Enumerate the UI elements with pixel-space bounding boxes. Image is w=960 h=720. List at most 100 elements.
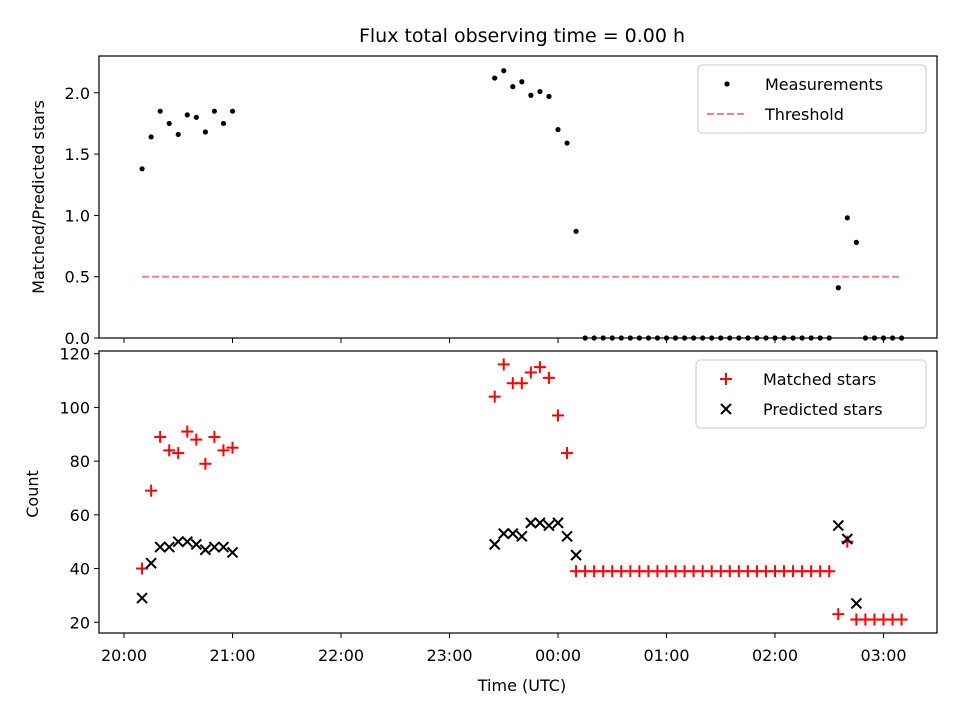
measurement-point — [148, 134, 154, 140]
matched-star-point — [163, 444, 176, 457]
measurement-point — [645, 335, 652, 341]
panel-count-x-ticks: 20:00 21:00 22:00 23:00 00:00 01:00 02:00 03:00 — [101, 633, 907, 665]
panel-ratio-marks — [139, 68, 905, 341]
predicted-star-point — [136, 592, 148, 604]
measurement-point — [718, 335, 724, 341]
panel-ratio-legend: Measurements Threshold — [697, 64, 927, 134]
measurement-point — [871, 335, 878, 341]
matched-star-point — [488, 390, 501, 403]
measurement-point — [211, 108, 218, 114]
measurement-point — [700, 335, 706, 341]
y-tick-label: 0.0 — [65, 329, 90, 348]
measurement-point — [691, 335, 697, 341]
panel-count-marks — [136, 358, 908, 626]
matched-star-point — [524, 366, 537, 379]
chart-title: Flux total observing time = 0.00 h — [359, 25, 685, 47]
x-tick-label: 03:00 — [860, 646, 906, 665]
measurement-point — [582, 335, 588, 341]
measurement-point — [681, 335, 688, 341]
x-tick-label: 22:00 — [318, 646, 364, 665]
matched-star-point — [515, 377, 528, 390]
matched-star-point — [154, 430, 167, 443]
y-tick-label: 40 — [70, 560, 90, 579]
measurement-point — [853, 239, 859, 245]
panel-ratio: 0.00.51.01.52.0 Matched/Predicted stars … — [29, 55, 938, 348]
measurement-point — [510, 84, 516, 90]
measurement-point — [600, 335, 606, 341]
measurement-point — [573, 228, 579, 234]
measurement-point — [627, 335, 633, 341]
predicted-star-point — [154, 541, 166, 553]
matched-star-point — [497, 358, 510, 371]
predicted-star-point — [208, 541, 221, 553]
panel-ratio-y-ticks: 0.0 0.5 1.0 1.5 2.0 — [65, 84, 99, 348]
x-tick-label: 00:00 — [535, 646, 581, 665]
matched-star-point — [190, 433, 203, 446]
legend-marker-matched-stars — [720, 373, 732, 385]
predicted-star-point — [516, 530, 528, 543]
matched-star-point — [533, 361, 546, 374]
y-tick-label: 60 — [70, 506, 90, 525]
measurement-point — [193, 114, 199, 120]
matched-star-point — [217, 444, 230, 457]
measurement-point — [844, 215, 850, 221]
panel-ratio-y-label: Matched/Predicted stars — [29, 100, 48, 294]
predicted-star-point — [534, 517, 546, 529]
predicted-star-point — [850, 597, 863, 610]
measurement-point — [519, 79, 525, 85]
measurement-point — [564, 140, 570, 146]
measurement-point — [763, 335, 769, 341]
x-tick-label: 21:00 — [209, 646, 255, 665]
predicted-star-point — [832, 519, 844, 532]
measurement-point — [754, 335, 760, 341]
panel-ratio-x-ticks — [123, 338, 884, 343]
measurement-point — [157, 108, 163, 114]
y-tick-label: 1.5 — [65, 145, 90, 164]
measurement-point — [202, 129, 208, 135]
measurement-point — [229, 108, 236, 114]
panel-count-y-label: Count — [23, 470, 42, 518]
legend-box — [695, 359, 927, 429]
predicted-star-point — [498, 527, 510, 540]
predicted-star-point — [199, 544, 212, 556]
y-tick-label: 20 — [70, 613, 90, 632]
predicted-star-point — [226, 546, 239, 559]
measurement-point — [672, 335, 679, 341]
legend-box — [697, 64, 927, 134]
measurement-point — [736, 335, 742, 341]
legend-marker-predicted-stars — [720, 403, 732, 415]
measurement-point — [184, 112, 190, 118]
measurement-point — [501, 68, 507, 74]
matched-star-point — [226, 441, 239, 454]
panel-count: 20 40 60 80 100 120 20:00 21:00 22:00 23:00 00:00… — [23, 345, 938, 695]
predicted-star-point — [552, 517, 564, 529]
measurement-point — [654, 335, 661, 341]
predicted-star-point — [190, 538, 203, 551]
measurement-point — [880, 335, 887, 341]
measurement-point — [898, 335, 905, 341]
measurement-point — [537, 88, 543, 95]
matched-star-point — [832, 608, 845, 621]
matched-star-point — [552, 409, 564, 422]
measurement-point — [781, 335, 787, 341]
predicted-star-point — [525, 517, 537, 529]
panel-count-y-ticks: 20 40 60 80 100 120 — [59, 345, 99, 632]
measurement-point — [139, 166, 145, 172]
matched-star-point — [895, 613, 908, 626]
predicted-star-point — [181, 535, 193, 548]
predicted-star-point — [172, 535, 184, 548]
measurement-point — [546, 93, 552, 100]
predicted-star-point — [561, 530, 573, 543]
y-tick-label: 80 — [70, 452, 90, 471]
measurement-point — [772, 335, 778, 341]
measurement-point — [799, 335, 805, 341]
x-tick-label: 01:00 — [643, 646, 689, 665]
predicted-star-point — [543, 519, 555, 532]
measurement-point — [492, 75, 498, 81]
matched-star-point — [181, 425, 194, 438]
legend-label-measurements: Measurements — [765, 75, 883, 94]
x-tick-label: 02:00 — [752, 646, 798, 665]
measurement-point — [709, 335, 715, 341]
matched-star-point — [208, 430, 221, 443]
